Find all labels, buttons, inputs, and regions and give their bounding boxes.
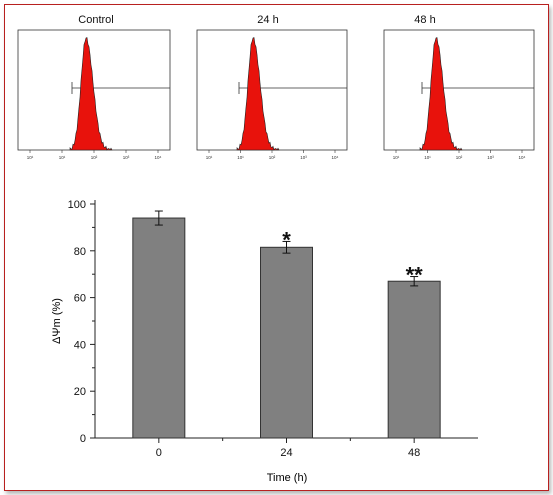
histogram-title-48h: 48 h: [414, 14, 436, 26]
y-tick-label: 40: [74, 339, 86, 351]
x-tick-label: 48: [408, 447, 420, 459]
histogram-tick-label: 10²: [269, 155, 276, 160]
bar-24: [260, 246, 313, 439]
histogram-tick-label: 10¹: [424, 155, 431, 160]
histogram-tick-label: 10³: [123, 155, 130, 160]
histogram-peak: [69, 37, 113, 151]
histogram-tick-label: 10³: [300, 155, 307, 160]
histogram-tick-label: 10¹: [27, 155, 34, 160]
y-axis-label: ΔΨm (%): [51, 298, 63, 344]
histogram-box: [383, 29, 535, 151]
histogram-title-control: Control: [78, 14, 114, 26]
histogram-tick-label: 10¹: [393, 155, 400, 160]
histogram-tick-label: 10²: [91, 155, 98, 160]
y-tick-label: 0: [80, 433, 86, 445]
histogram-tick-label: 10³: [487, 155, 494, 160]
histogram-control: 10¹ 10¹ 10² 10³ 10⁴: [17, 29, 171, 160]
y-tick-label: 80: [74, 246, 86, 258]
histogram-tick-label: 10⁴: [519, 155, 526, 160]
significance-marker: **: [406, 263, 424, 288]
histogram-peak: [419, 37, 463, 151]
bar-0: [132, 217, 186, 439]
histogram-24h: 10¹ 10¹ 10² 10³ 10⁴: [196, 29, 348, 160]
histogram-peak: [236, 37, 280, 151]
histogram-tick-label: 10¹: [59, 155, 66, 160]
histogram-tick-label: 10⁴: [155, 155, 162, 160]
y-tick-label: 60: [74, 293, 86, 305]
y-tick-label: 100: [68, 199, 86, 211]
histogram-tick-label: 10¹: [206, 155, 213, 160]
x-tick-label: 0: [156, 447, 162, 459]
histogram-title-24h: 24 h: [257, 14, 279, 26]
significance-marker: *: [282, 227, 291, 252]
y-tick-label: 20: [74, 386, 86, 398]
histogram-48h: 10¹ 10¹ 10² 10³ 10⁴: [383, 29, 535, 160]
histogram-tick-label: 10²: [456, 155, 463, 160]
x-axis-label: Time (h): [267, 472, 308, 484]
histogram-tick-label: 10⁴: [332, 155, 339, 160]
bar-48: [387, 280, 441, 439]
histogram-tick-label: 10¹: [237, 155, 244, 160]
histogram-box: [196, 29, 348, 151]
x-tick-label: 24: [280, 447, 292, 459]
